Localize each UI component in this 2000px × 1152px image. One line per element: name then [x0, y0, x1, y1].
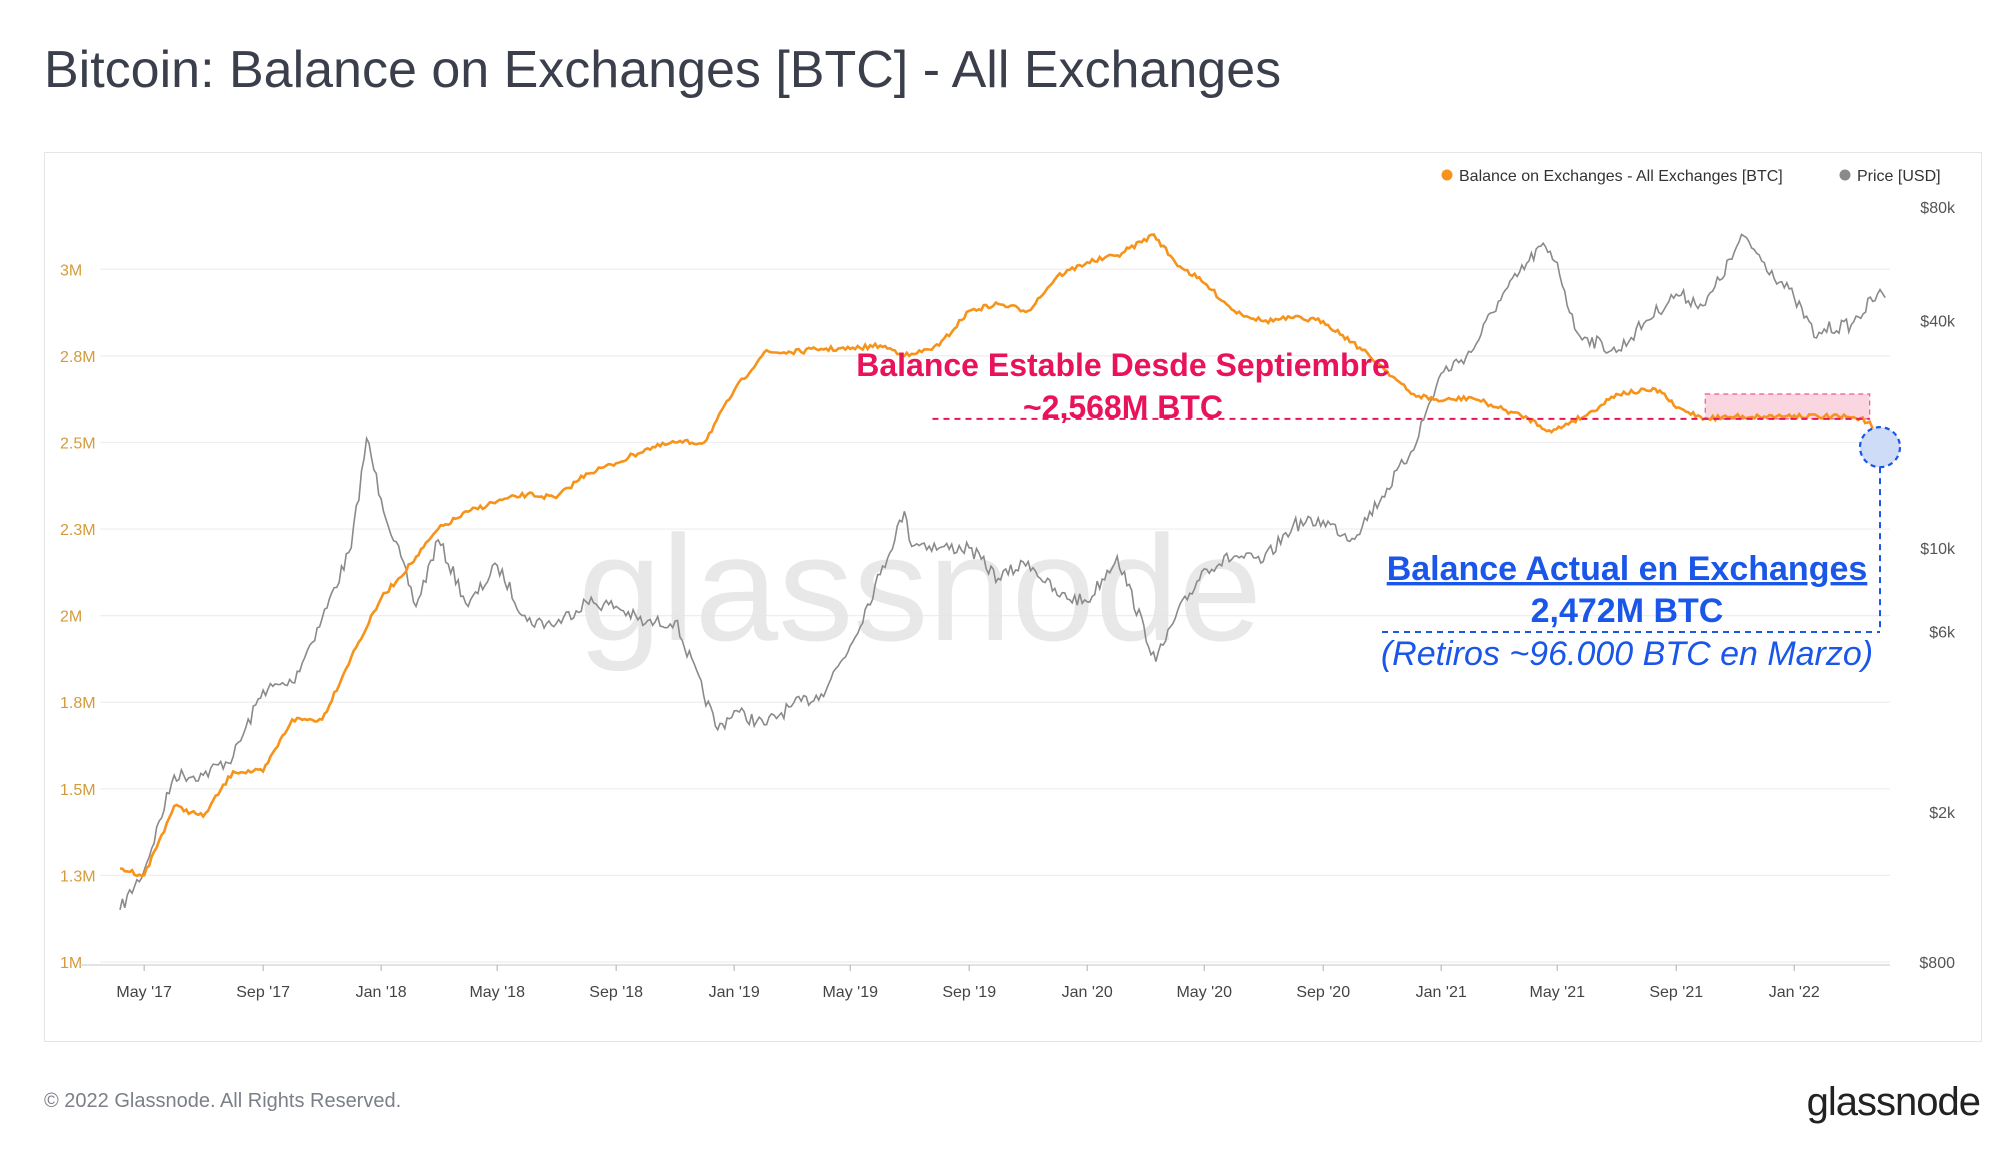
x-tick-label: Jan '21 — [1416, 984, 1467, 1001]
grid-lines — [100, 268, 1890, 963]
x-axis: May '17 Sep '17 Jan '18 May '18 Sep '18 Jan '… — [80, 964, 1890, 1001]
legend: Balance on Exchanges - All Exchanges [BT… — [1441, 168, 1941, 185]
annotation-stable-value: ~2,568M BTC — [1023, 389, 1223, 425]
y-axis-left: 1M 1.3M 1.5M 1.8M 2M 2.3M 2.5M 2.8M 3M — [60, 262, 96, 972]
x-tick-label: Jan '18 — [356, 984, 407, 1001]
y-right-tick-label: $10k — [1920, 541, 1956, 558]
x-tick-label: May '20 — [1176, 984, 1232, 1001]
y-right-tick-label: $40k — [1920, 314, 1956, 331]
annotations: Balance Estable Desde Septiembre ~2,568M… — [856, 347, 1873, 673]
x-tick-label: Jan '22 — [1769, 984, 1820, 1001]
x-tick-label: May '19 — [822, 984, 878, 1001]
legend-label-price: Price [USD] — [1857, 168, 1941, 185]
legend-label-balance: Balance on Exchanges - All Exchanges [BT… — [1459, 168, 1783, 185]
y-left-tick-label: 2M — [60, 609, 82, 626]
y-right-tick-label: $80k — [1920, 200, 1956, 217]
y-left-tick-label: 1M — [60, 955, 82, 972]
y-left-tick-label: 1.3M — [60, 868, 96, 885]
series-line-balance — [119, 233, 1887, 878]
y-left-tick-label: 2.5M — [60, 435, 96, 452]
x-tick-label: Sep '17 — [236, 984, 290, 1001]
y-left-tick-label: 1.8M — [60, 695, 96, 712]
annotation-current-title: Balance Actual en Exchanges — [1387, 550, 1868, 588]
y-right-tick-label: $2k — [1929, 805, 1956, 822]
brand-logo: glassnode — [1806, 1080, 1981, 1124]
x-tick-label: Sep '19 — [942, 984, 996, 1001]
current-balance-marker — [1858, 426, 1902, 469]
y-left-tick-label: 1.5M — [60, 782, 96, 799]
x-tick-label: Sep '21 — [1649, 984, 1703, 1001]
y-left-tick-label: 2.8M — [60, 349, 96, 366]
legend-swatch-price — [1839, 169, 1851, 181]
y-left-tick-label: 3M — [60, 262, 82, 279]
annotation-stable-title: Balance Estable Desde Septiembre — [856, 347, 1390, 383]
annotation-current-value: 2,472M BTC — [1531, 592, 1724, 630]
chart-frame — [44, 152, 1982, 1042]
y-axis-right: $800 $2k $6k $10k $40k $80k — [1919, 200, 1956, 972]
copyright-footer: © 2022 Glassnode. All Rights Reserved. — [44, 1090, 402, 1112]
x-tick-label: May '18 — [469, 984, 525, 1001]
x-tick-label: May '17 — [116, 984, 172, 1001]
x-tick-label: Jan '20 — [1062, 984, 1113, 1001]
x-tick-label: Sep '20 — [1296, 984, 1350, 1001]
x-tick-label: Jan '19 — [709, 984, 760, 1001]
y-left-tick-label: 2.3M — [60, 522, 96, 539]
series-line-price — [119, 233, 1886, 910]
annotation-withdrawals: (Retiros ~96.000 BTC en Marzo) — [1381, 635, 1873, 673]
y-right-tick-label: $6k — [1929, 625, 1956, 642]
x-tick-label: Sep '18 — [589, 984, 643, 1001]
x-tick-label: May '21 — [1530, 984, 1586, 1001]
legend-swatch-balance — [1441, 169, 1453, 181]
y-right-tick-label: $800 — [1919, 955, 1955, 972]
page-title: Bitcoin: Balance on Exchanges [BTC] - Al… — [44, 41, 1282, 99]
